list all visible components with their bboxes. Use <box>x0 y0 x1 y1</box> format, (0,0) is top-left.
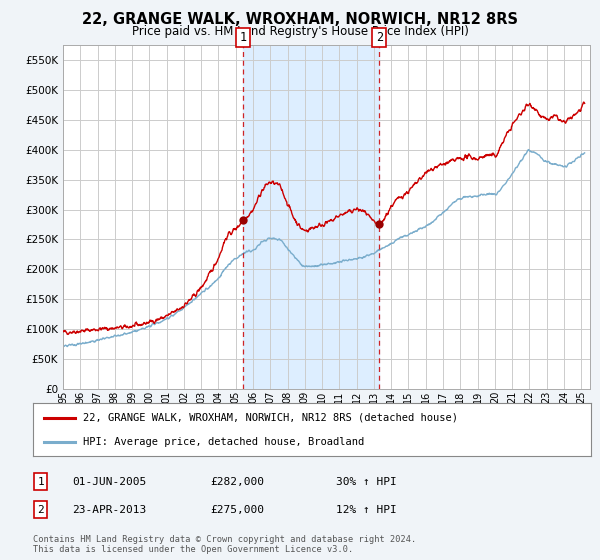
Text: 1: 1 <box>37 477 44 487</box>
Text: 2: 2 <box>376 31 383 44</box>
Text: Contains HM Land Registry data © Crown copyright and database right 2024.
This d: Contains HM Land Registry data © Crown c… <box>33 535 416 554</box>
Text: Price paid vs. HM Land Registry's House Price Index (HPI): Price paid vs. HM Land Registry's House … <box>131 25 469 38</box>
Text: 2: 2 <box>37 505 44 515</box>
Text: 22, GRANGE WALK, WROXHAM, NORWICH, NR12 8RS: 22, GRANGE WALK, WROXHAM, NORWICH, NR12 … <box>82 12 518 27</box>
Text: £275,000: £275,000 <box>210 505 264 515</box>
Text: 12% ↑ HPI: 12% ↑ HPI <box>336 505 397 515</box>
Text: HPI: Average price, detached house, Broadland: HPI: Average price, detached house, Broa… <box>83 437 364 447</box>
Bar <box>243 45 379 389</box>
Text: 30% ↑ HPI: 30% ↑ HPI <box>336 477 397 487</box>
Text: 1: 1 <box>239 31 247 44</box>
Text: £282,000: £282,000 <box>210 477 264 487</box>
Text: 22, GRANGE WALK, WROXHAM, NORWICH, NR12 8RS (detached house): 22, GRANGE WALK, WROXHAM, NORWICH, NR12 … <box>83 413 458 423</box>
Text: 23-APR-2013: 23-APR-2013 <box>72 505 146 515</box>
Text: 01-JUN-2005: 01-JUN-2005 <box>72 477 146 487</box>
